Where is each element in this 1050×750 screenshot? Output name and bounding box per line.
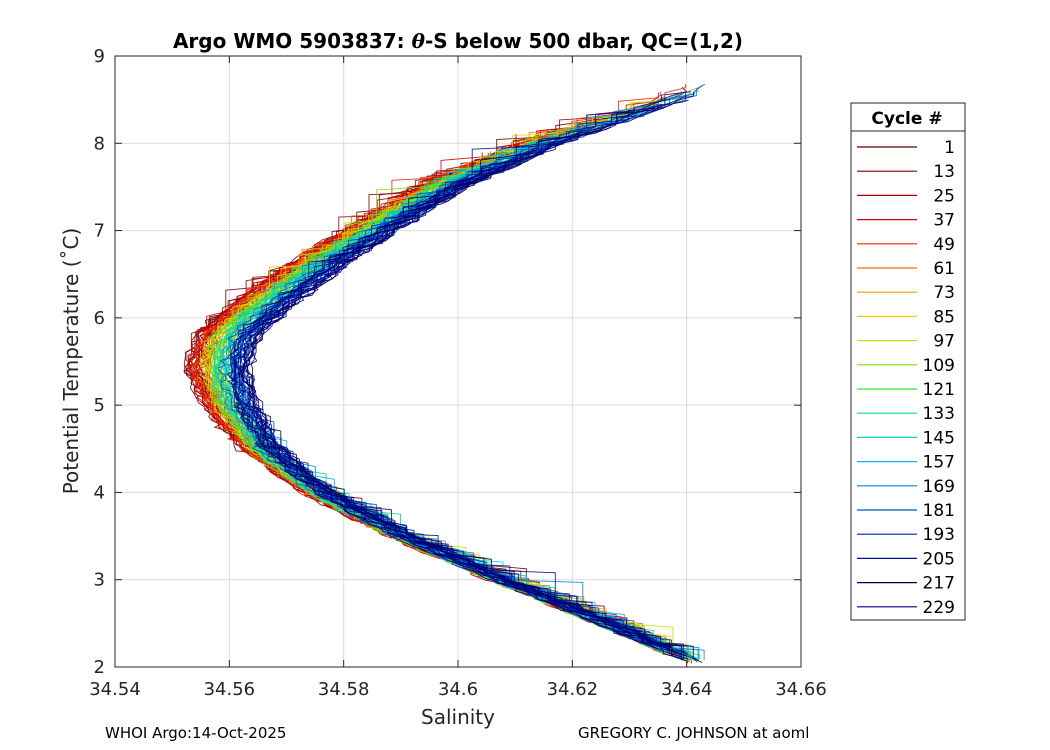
y-tick-label: 5 (94, 395, 105, 416)
legend-entry-label: 217 (923, 574, 955, 594)
footer-author: GREGORY C. JOHNSON at aoml (578, 724, 810, 742)
chart-title: Argo WMO 5903837: θ-S below 500 dbar, QC… (173, 29, 743, 53)
legend-entry-label: 73 (933, 283, 955, 303)
x-tick-label: 34.6 (438, 679, 478, 700)
y-tick-label: 3 (94, 570, 105, 591)
legend-entry-label: 193 (923, 525, 955, 545)
chart-title-prefix: Argo WMO 5903837: (173, 29, 412, 53)
chart-title-theta: θ (412, 29, 426, 53)
chart-title-suffix: -S below 500 dbar, QC=(1,2) (425, 29, 743, 53)
legend-entry-label: 157 (923, 453, 955, 473)
y-tick-label: 9 (94, 46, 105, 67)
y-tick-label: 7 (94, 221, 105, 242)
legend-entry-label: 97 (933, 332, 955, 352)
y-tick-label: 8 (94, 133, 105, 154)
x-tick-label: 34.62 (547, 679, 599, 700)
legend-entry-label: 181 (923, 501, 955, 521)
profile-line (233, 162, 687, 662)
y-axis-label: Potential Temperature (˚C) (59, 228, 83, 495)
legend-entry-label: 13 (933, 162, 955, 182)
profile-line (209, 160, 670, 657)
x-tick-label: 34.66 (775, 679, 827, 700)
x-axis-label: Salinity (421, 705, 495, 729)
footer-source-date: WHOI Argo:14-Oct-2025 (105, 724, 287, 742)
legend-entry-label: 37 (933, 211, 955, 231)
legend-entry-label: 121 (923, 380, 955, 400)
legend-entry-label: 85 (933, 307, 955, 327)
legend-entry-label: 169 (923, 477, 955, 497)
y-tick-label: 4 (94, 482, 105, 503)
profile-line (242, 157, 681, 656)
legend-entry-label: 229 (923, 598, 955, 618)
profile-line (233, 135, 682, 661)
legend-entries: 1 13 25 37 49 61 73 85 97 109 121 133 145 157 169 181 19… (857, 138, 955, 618)
y-tick-label: 6 (94, 308, 105, 329)
x-tick-label: 34.58 (318, 679, 370, 700)
y-tick-label: 2 (94, 657, 105, 678)
legend: Cycle # 1 13 25 37 49 61 73 85 97 109 121 133 145 157… (850, 102, 966, 621)
legend-entry-label: 205 (923, 549, 955, 569)
x-tick-label: 34.64 (661, 679, 713, 700)
x-tick-label: 34.56 (204, 679, 256, 700)
profile-line (216, 142, 655, 648)
legend-title: Cycle # (871, 109, 942, 129)
legend-entry-label: 25 (933, 186, 955, 206)
legend-entry-label: 145 (923, 428, 955, 448)
legend-entry-label: 49 (933, 235, 955, 255)
legend-entry-label: 61 (933, 259, 955, 279)
axis-ticks: 34.54 34.56 34.58 34.6 34.62 34.64 34.66 2 3 4 5 6 7… (89, 46, 827, 700)
legend-entry-label: 133 (923, 404, 955, 424)
legend-entry-label: 1 (944, 138, 955, 158)
profile-line (245, 151, 674, 651)
profile-lines (183, 83, 706, 664)
profile-line (189, 91, 662, 645)
x-tick-label: 34.54 (89, 679, 141, 700)
profile-line (183, 134, 692, 664)
legend-entry-label: 109 (923, 356, 955, 376)
